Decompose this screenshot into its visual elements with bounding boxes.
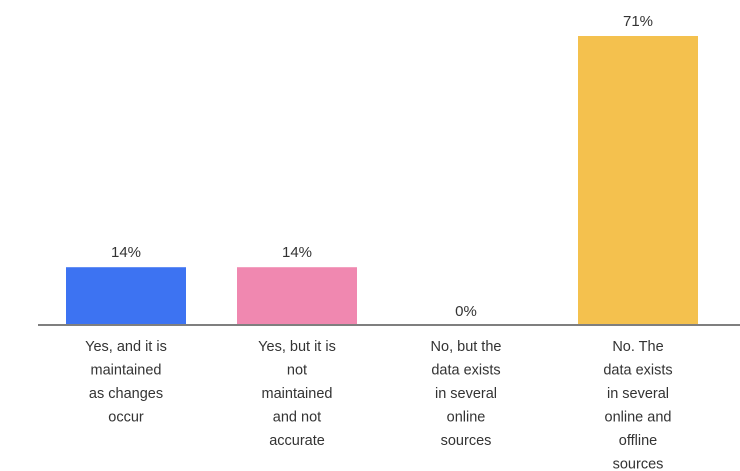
category-label-line: online (447, 410, 486, 426)
category-label-line: No, but the (431, 339, 502, 355)
category-label-4: No. The data exists in several online and of… (603, 339, 672, 471)
bar-1 (66, 267, 186, 324)
category-labels-group: Yes, and it is maintained as changes occurY… (85, 339, 673, 471)
category-label-line: online and (605, 410, 672, 426)
category-label-line: data exists (603, 363, 672, 379)
category-label-line: occur (108, 410, 144, 426)
value-label-4: 71% (623, 13, 653, 30)
value-label-2: 14% (282, 244, 312, 261)
category-label-line: Yes, and it is (85, 339, 167, 355)
category-label-line: as changes (89, 386, 163, 402)
value-label-1: 14% (111, 244, 141, 261)
category-label-line: and not (273, 410, 321, 426)
category-label-line: sources (441, 433, 492, 449)
category-label-1: Yes, and it is maintained as changes occur (85, 339, 167, 426)
bar-4 (578, 36, 698, 324)
bars-group (66, 36, 698, 324)
category-label-line: Yes, but it is (258, 339, 336, 355)
category-label-line: No. The (612, 339, 663, 355)
bar-2 (237, 267, 357, 324)
value-labels-group: 14% 14% 0% 71% (111, 13, 653, 320)
category-label-line: maintained (91, 363, 162, 379)
category-label-line: maintained (262, 386, 333, 402)
category-label-line: accurate (269, 433, 325, 449)
category-label-3: No, but the data exists in several online so… (431, 339, 502, 449)
value-label-3: 0% (455, 303, 477, 320)
category-label-line: offline (619, 433, 657, 449)
category-label-line: in several (607, 386, 669, 402)
category-label-line: sources (613, 457, 664, 471)
category-label-2: Yes, but it is not maintained and not accura… (258, 339, 336, 449)
category-label-line: data exists (431, 363, 500, 379)
category-label-line: not (287, 363, 307, 379)
category-label-line: in several (435, 386, 497, 402)
